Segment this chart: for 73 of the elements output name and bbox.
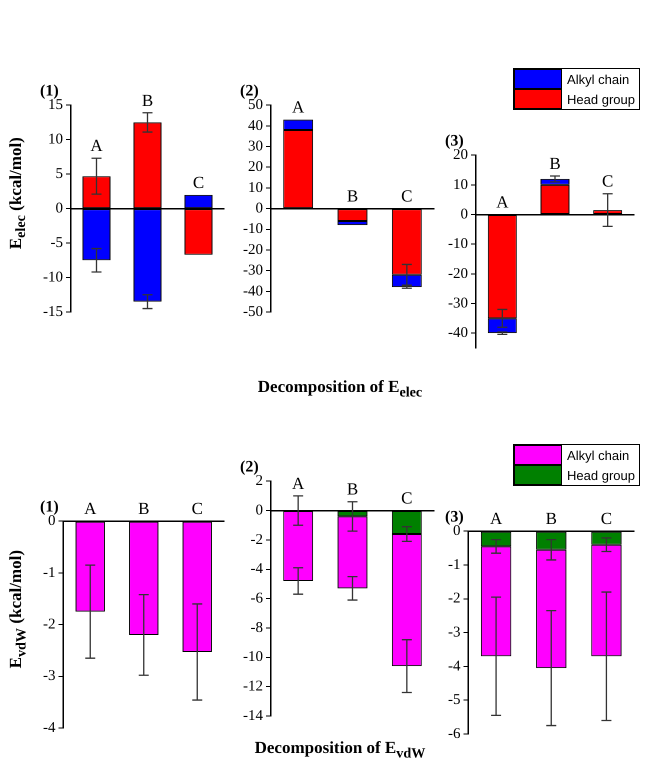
legend-label: Head group: [567, 92, 635, 106]
y-tick-label: -2: [448, 590, 460, 607]
x-tick-label: C: [602, 172, 614, 191]
y-tick-label: -30: [448, 295, 468, 312]
y-tick-label: -10: [242, 221, 263, 238]
y-tick-label: -20: [448, 266, 468, 282]
y-tick-label: 30: [248, 138, 263, 154]
y-tick-label: -1: [42, 564, 56, 581]
y-tick-label: 20: [248, 159, 263, 176]
chart-title: (3): [445, 132, 464, 150]
x-tick-label: C: [600, 509, 612, 528]
y-tick-label: 0: [255, 502, 263, 518]
x-tick-label: C: [192, 499, 203, 518]
x-tick-label: C: [401, 186, 413, 206]
x-tick-label: B: [346, 186, 358, 206]
y-tick-label: -1: [448, 556, 460, 573]
y-tick-label: -4: [42, 720, 56, 736]
y-tick-label: -6: [250, 590, 264, 607]
y-tick-label: -6: [448, 726, 461, 742]
y-tick-label: 2: [255, 473, 263, 490]
y-tick-label: -8: [250, 620, 263, 636]
x-axis-title: Decomposition of E$_{vdW}$: [254, 738, 426, 762]
legend-label: Alkyl chain: [567, 72, 630, 86]
y-tick-label: -4: [250, 561, 264, 578]
y-tick-label: -15: [42, 304, 63, 320]
x-tick-label: B: [142, 90, 154, 110]
y-tick-label: 0: [460, 206, 468, 222]
x-tick-label: A: [84, 499, 98, 518]
x-tick-label: A: [292, 98, 306, 117]
y-tick-label: 10: [48, 132, 63, 148]
y-tick-label: -10: [242, 649, 263, 666]
x-tick-label: B: [549, 154, 561, 173]
chart-title: (3): [445, 508, 464, 526]
y-tick-label: -3: [448, 624, 460, 641]
y-tick-label: -50: [242, 304, 263, 320]
chart-title: (1): [40, 82, 59, 100]
y-tick-label: 0: [55, 200, 63, 217]
chart-title: (2): [240, 82, 259, 100]
y-tick-label: -14: [242, 708, 264, 724]
y-tick-label: -40: [242, 283, 263, 300]
y-tick-label: -20: [242, 242, 263, 258]
x-tick-label: A: [490, 509, 503, 528]
y-tick-label: -10: [448, 236, 468, 252]
legend-label: Head group: [567, 468, 635, 482]
x-tick-label: C: [401, 488, 413, 508]
y-tick-label: -2: [42, 616, 56, 633]
chart-title: (1): [40, 498, 59, 516]
x-tick-label: B: [546, 509, 557, 528]
x-tick-label: B: [346, 480, 358, 499]
y-tick-label: 0: [452, 523, 460, 540]
y-tick-label: 10: [248, 180, 263, 196]
chart-title: (2): [240, 458, 259, 476]
y-tick-label: -3: [42, 668, 56, 684]
y-tick-label: -12: [242, 678, 263, 695]
y-tick-label: 10: [452, 176, 468, 193]
y-tick-label: 40: [248, 118, 263, 134]
y-tick-label: -10: [42, 269, 63, 286]
x-axis-title: Decomposition of E$_{elec}$: [256, 377, 424, 402]
y-tick-label: -5: [448, 692, 460, 708]
y-tick-label: 0: [255, 200, 263, 217]
y-tick-label: 5: [55, 166, 63, 182]
x-tick-label: B: [138, 499, 150, 518]
y-tick-label: -4: [448, 658, 461, 674]
x-tick-label: A: [292, 474, 306, 493]
x-tick-label: C: [192, 172, 204, 192]
x-tick-label: A: [496, 192, 510, 212]
legend-label: Alkyl chain: [567, 448, 630, 462]
x-tick-label: A: [90, 136, 104, 156]
y-tick-label: -5: [50, 235, 63, 252]
y-tick-label: -40: [448, 325, 468, 342]
y-tick-label: 0: [48, 513, 56, 530]
y-tick-label: -2: [250, 532, 263, 548]
y-tick-label: -30: [242, 262, 263, 279]
